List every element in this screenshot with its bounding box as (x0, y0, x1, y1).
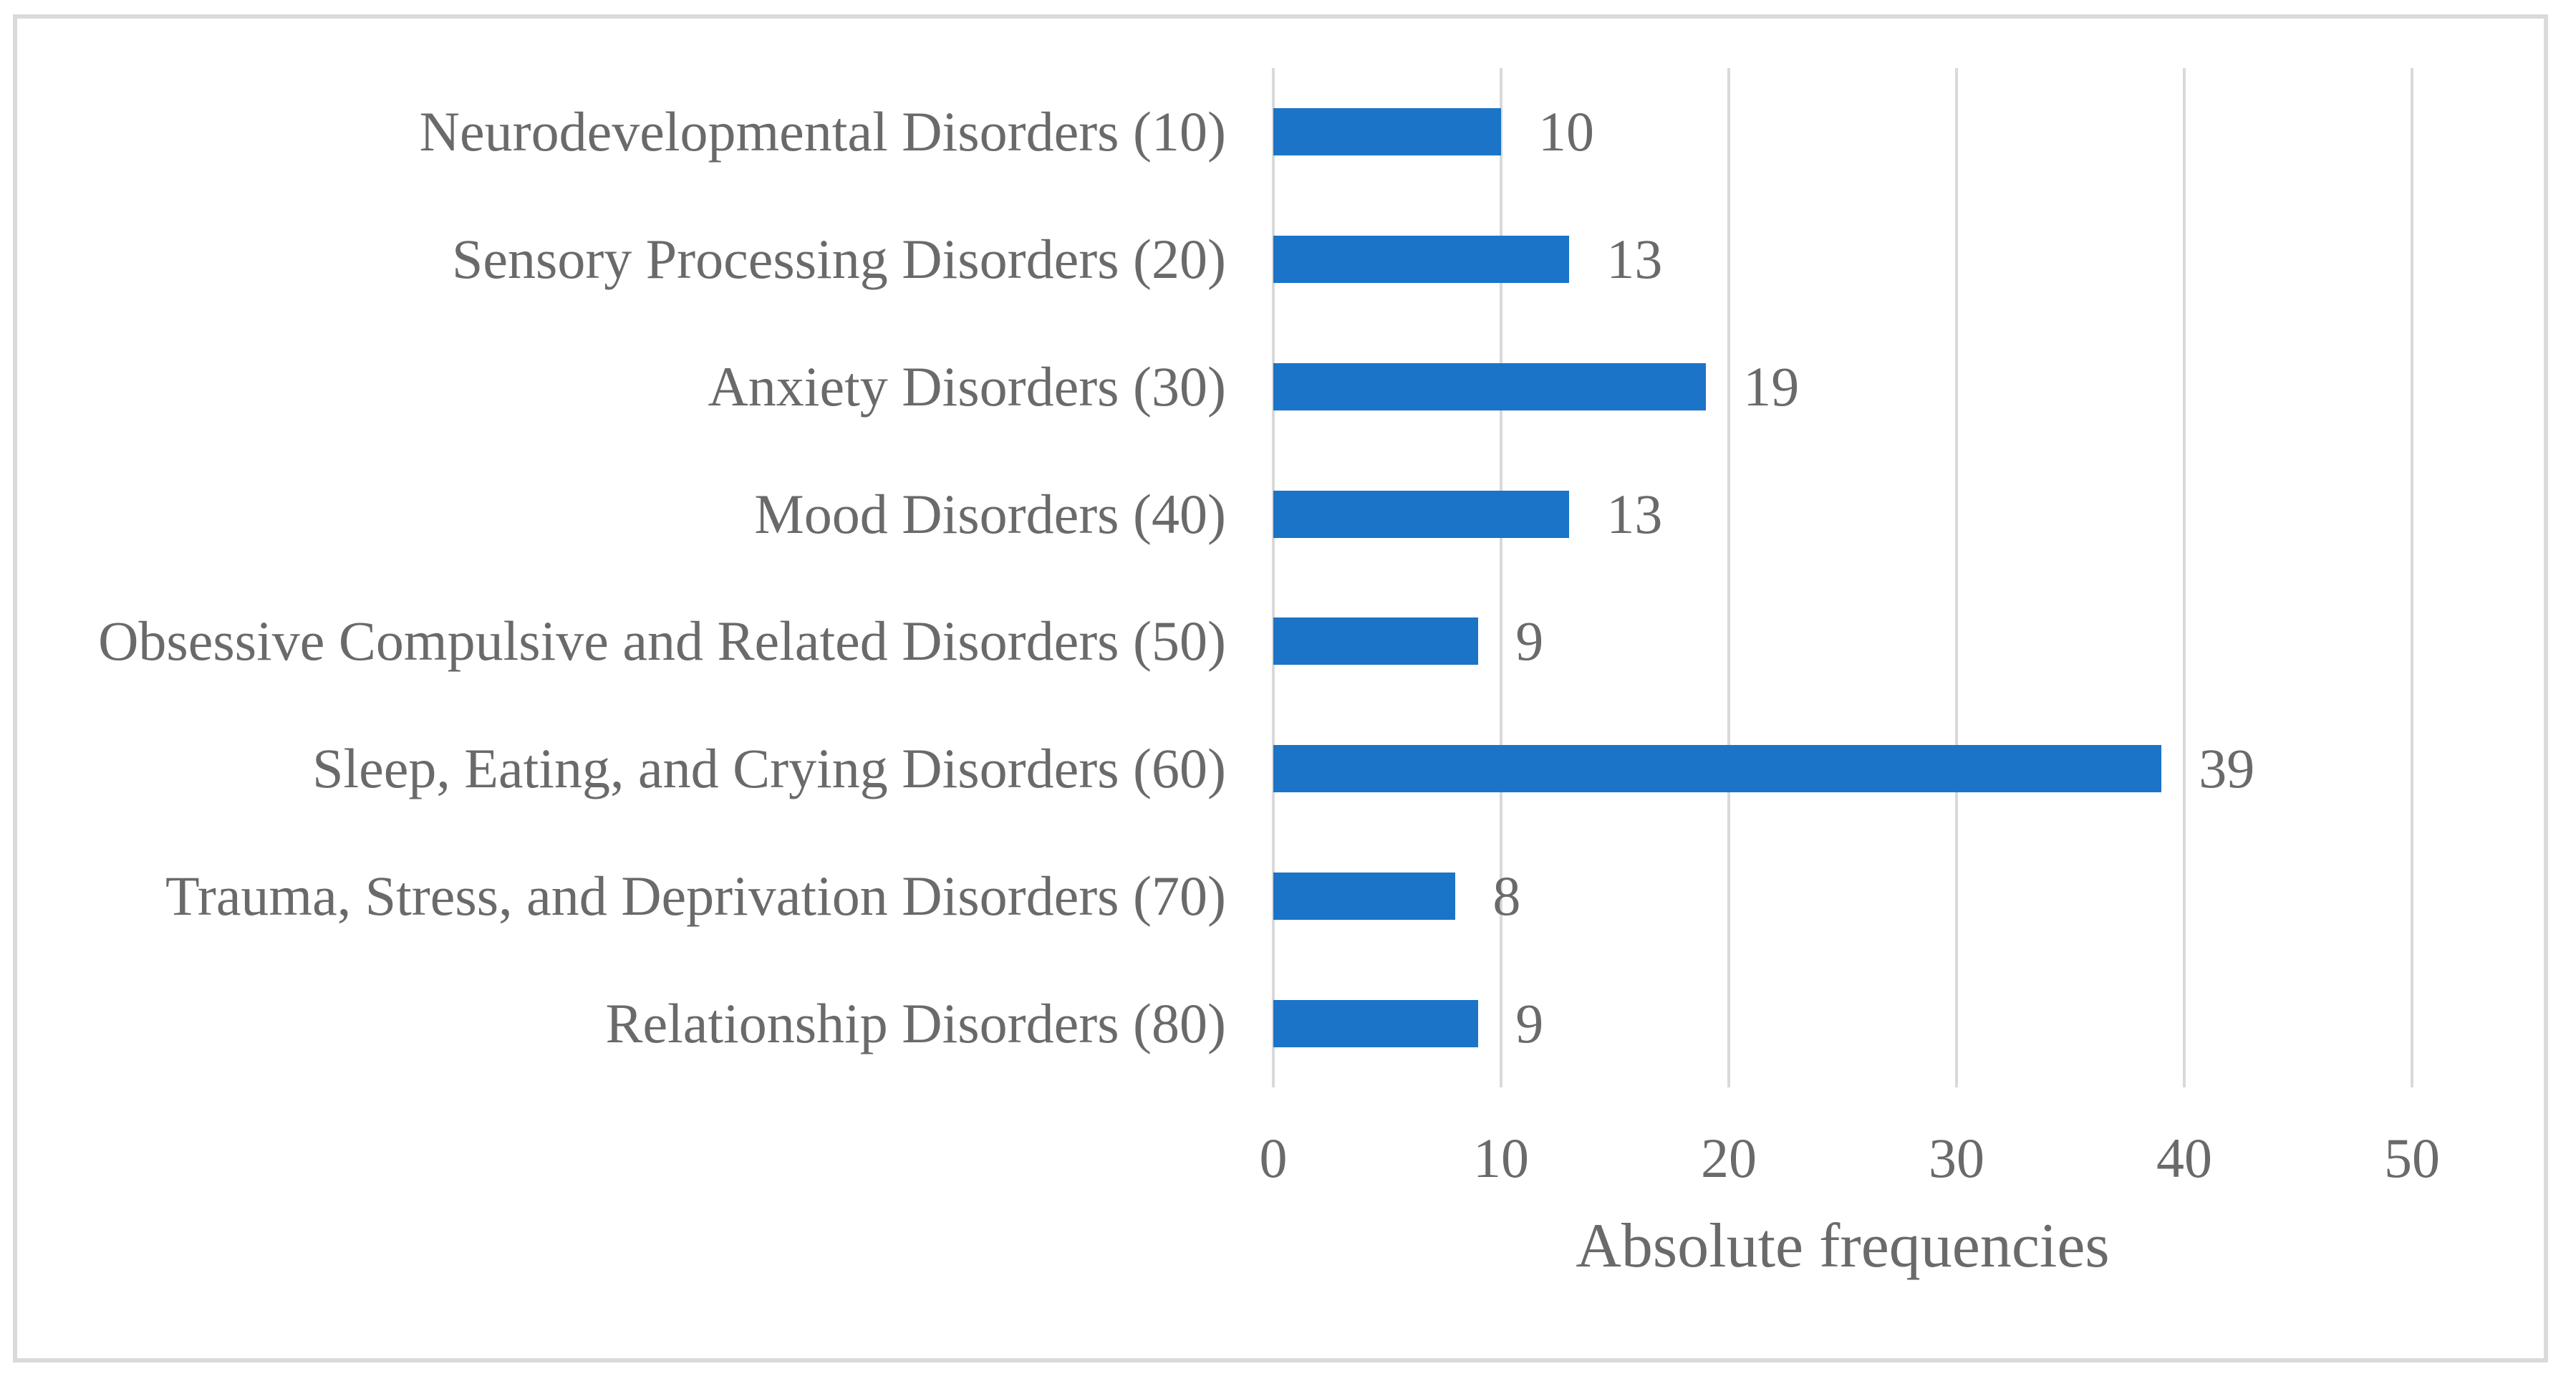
bar-7 (1273, 1000, 1479, 1048)
bar-0 (1273, 107, 1501, 155)
x-tick-label-20: 20 (1701, 1127, 1757, 1189)
bar-value-label-3: 13 (1606, 482, 1663, 545)
bar-2 (1273, 362, 1707, 410)
gridline-x-20 (1727, 68, 1730, 1087)
gridline-x-10 (1500, 68, 1502, 1087)
bar-value-label-5: 39 (2199, 737, 2255, 800)
x-tick-label-0: 0 (1259, 1127, 1288, 1189)
category-label-5: Sleep, Eating, and Crying Disorders (60) (312, 737, 1226, 800)
gridline-x-40 (2183, 68, 2186, 1087)
bar-value-label-4: 9 (1515, 610, 1544, 673)
category-label-1: Sensory Processing Disorders (20) (451, 227, 1226, 290)
category-label-6: Trauma, Stress, and Deprivation Disorder… (165, 865, 1226, 928)
category-label-3: Mood Disorders (40) (754, 482, 1226, 545)
bar-5 (1273, 745, 2162, 793)
x-tick-label-10: 10 (1473, 1127, 1529, 1189)
bar-6 (1273, 873, 1456, 921)
category-label-0: Neurodevelopmental Disorders (10) (419, 100, 1226, 163)
bar-value-label-2: 19 (1743, 355, 1800, 418)
bar-3 (1273, 490, 1570, 538)
category-label-2: Anxiety Disorders (30) (708, 355, 1226, 418)
gridline-x-50 (2411, 68, 2413, 1087)
x-tick-label-50: 50 (2384, 1127, 2440, 1189)
bar-4 (1273, 617, 1479, 665)
bar-1 (1273, 235, 1570, 283)
bar-value-label-1: 13 (1606, 227, 1663, 290)
gridline-x-0 (1272, 68, 1275, 1087)
category-label-4: Obsessive Compulsive and Related Disorde… (98, 610, 1226, 673)
category-label-7: Relationship Disorders (80) (605, 992, 1226, 1055)
x-axis-title: Absolute frequencies (1576, 1211, 2110, 1281)
gridline-x-30 (1955, 68, 1958, 1087)
x-tick-label-30: 30 (1929, 1127, 1984, 1189)
bar-value-label-6: 8 (1492, 865, 1521, 928)
x-tick-label-40: 40 (2156, 1127, 2212, 1189)
bar-value-label-0: 10 (1538, 100, 1594, 163)
bar-value-label-7: 9 (1515, 992, 1544, 1055)
